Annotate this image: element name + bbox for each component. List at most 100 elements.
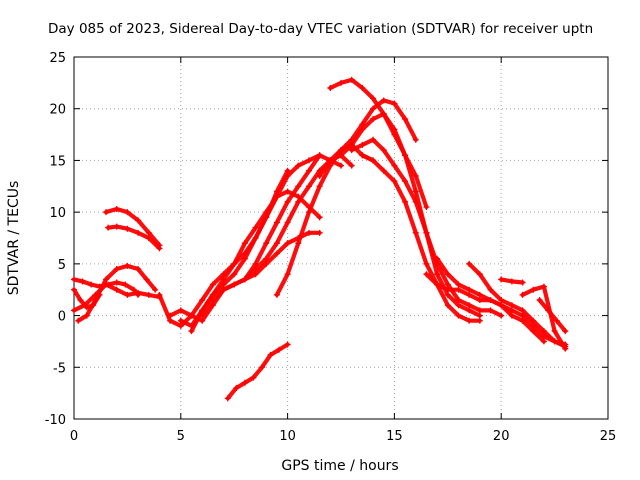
- data-point: [88, 281, 95, 288]
- data-point: [305, 167, 312, 174]
- data-point: [284, 198, 291, 205]
- data-point: [444, 271, 451, 278]
- series-track-23: [498, 276, 526, 286]
- data-point: [498, 276, 505, 283]
- data-point: [551, 328, 558, 335]
- data-point: [348, 162, 355, 169]
- data-point: [391, 178, 398, 185]
- y-tick-label: 5: [58, 258, 66, 273]
- data-point: [338, 147, 344, 154]
- series-track-25: [536, 297, 569, 335]
- data-point: [553, 317, 560, 324]
- data-point: [348, 147, 355, 154]
- data-point: [199, 297, 206, 304]
- data-point: [370, 157, 377, 164]
- data-point: [530, 317, 537, 324]
- data-point: [562, 328, 569, 335]
- data-point: [455, 302, 462, 309]
- data-point: [188, 328, 195, 335]
- series-track-4: [71, 286, 103, 311]
- data-point: [145, 235, 152, 241]
- data-point: [284, 341, 291, 348]
- data-point: [476, 297, 483, 304]
- data-point: [466, 260, 473, 267]
- data-point: [209, 297, 216, 304]
- data-point: [508, 302, 515, 309]
- data-point: [152, 286, 159, 293]
- data-point: [466, 317, 473, 324]
- data-point: [348, 76, 355, 83]
- data-point: [77, 297, 84, 304]
- data-point: [105, 281, 112, 288]
- data-point: [455, 281, 462, 288]
- data-point: [103, 276, 110, 283]
- data-point: [295, 162, 302, 169]
- data-point: [327, 157, 334, 164]
- data-point: [284, 172, 291, 179]
- series-track-21: [434, 255, 547, 345]
- data-point: [241, 276, 248, 283]
- data-point: [177, 322, 184, 329]
- data-point: [113, 266, 120, 273]
- series-track-24: [519, 283, 569, 352]
- data-point: [252, 271, 259, 278]
- data-point: [338, 79, 344, 86]
- data-point: [391, 100, 398, 107]
- data-point: [466, 302, 473, 309]
- grid: [74, 57, 608, 419]
- series-track-18: [348, 136, 505, 319]
- data-point: [423, 229, 430, 236]
- data-point: [540, 283, 547, 290]
- data-point: [209, 281, 216, 288]
- data-point: [540, 338, 547, 345]
- data-point: [113, 223, 120, 230]
- data-point: [231, 260, 238, 267]
- data-point: [455, 297, 462, 304]
- data-point: [273, 291, 280, 298]
- series-track-19: [359, 152, 483, 324]
- data-point: [105, 224, 112, 231]
- data-point: [508, 307, 515, 314]
- data-point: [370, 136, 377, 143]
- series-track-9: [177, 188, 323, 329]
- data-point: [455, 312, 462, 319]
- data-point: [231, 271, 238, 278]
- data-point: [233, 384, 240, 391]
- data-point: [124, 262, 131, 269]
- y-axis-label: SDTVAR / TECUs: [6, 181, 22, 296]
- data-series: [71, 76, 569, 402]
- data-point: [135, 217, 142, 224]
- data-point: [167, 312, 174, 319]
- data-point: [156, 245, 163, 252]
- data-point: [252, 266, 259, 273]
- data-point: [267, 351, 274, 358]
- series-track-10: [188, 152, 344, 335]
- data-point: [305, 229, 312, 236]
- data-point: [284, 271, 291, 278]
- data-point: [423, 260, 430, 267]
- data-point: [124, 225, 131, 232]
- data-point: [551, 338, 558, 345]
- data-point: [370, 105, 377, 112]
- data-point: [83, 312, 90, 319]
- x-tick-label: 10: [279, 429, 296, 444]
- data-point: [83, 304, 90, 311]
- data-point: [90, 302, 97, 309]
- data-point: [71, 286, 77, 293]
- data-point: [476, 312, 483, 319]
- x-axis-label: GPS time / hours: [281, 458, 398, 474]
- data-point: [402, 152, 409, 159]
- data-point: [305, 183, 312, 190]
- data-point: [220, 286, 227, 293]
- data-point: [498, 302, 505, 309]
- data-point: [122, 281, 129, 288]
- data-point: [466, 286, 473, 293]
- y-tick-label: 15: [49, 154, 66, 169]
- data-point: [167, 317, 174, 324]
- data-point: [434, 271, 441, 278]
- data-point: [380, 147, 387, 154]
- data-point: [540, 333, 547, 340]
- data-point: [188, 312, 195, 319]
- data-point: [380, 167, 387, 174]
- data-point: [540, 328, 547, 335]
